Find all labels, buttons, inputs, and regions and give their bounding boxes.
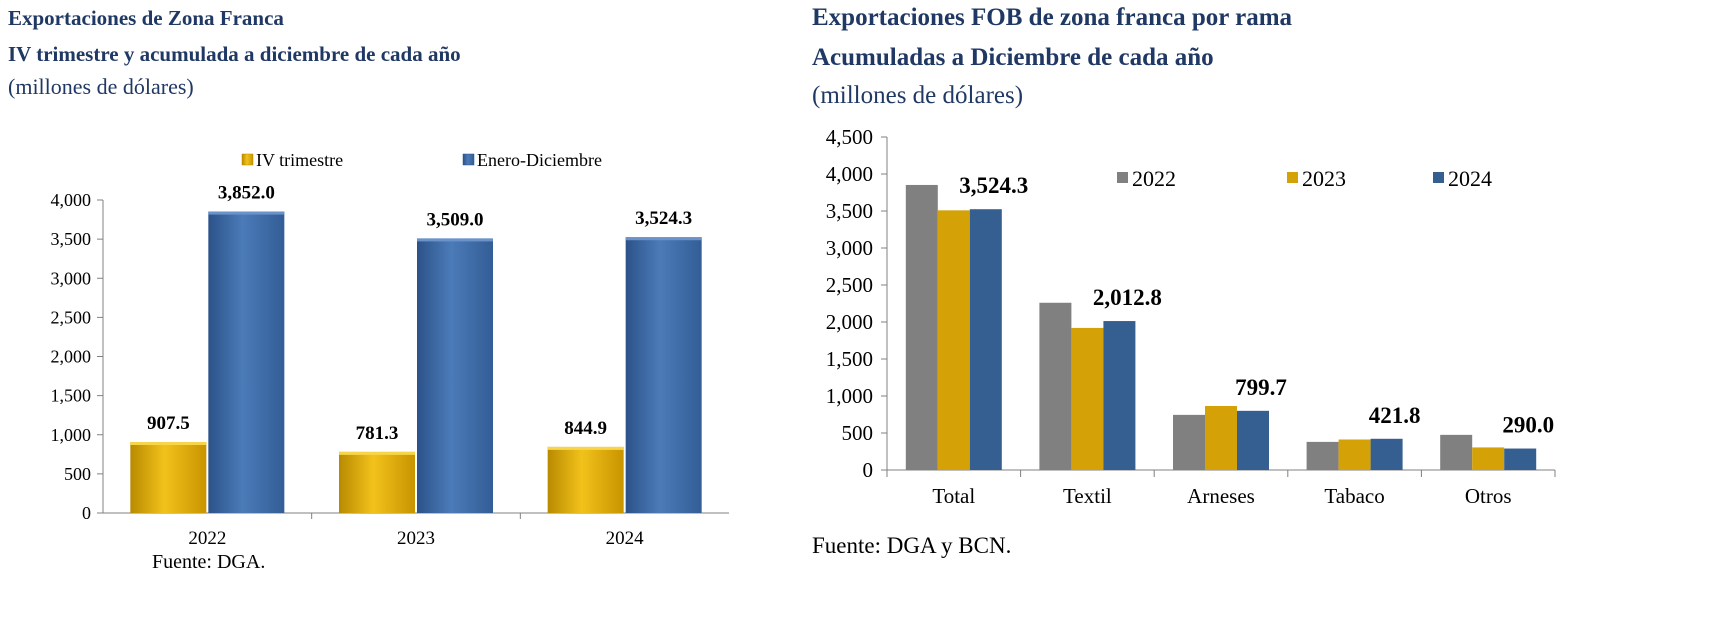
left-bar-top bbox=[547, 446, 624, 450]
right-annotation: 3,524.3 bbox=[959, 173, 1028, 198]
left-legend-label: IV trimestre bbox=[256, 150, 343, 170]
right-chart-title: Exportaciones FOB de zona franca por ram… bbox=[812, 4, 1293, 31]
left-bar-top bbox=[130, 441, 207, 445]
right-chart-subtitle: Acumuladas a Diciembre de cada año bbox=[812, 44, 1214, 71]
left-chart-source: Fuente: DGA. bbox=[152, 551, 266, 573]
right-bar-2023-Tabaco bbox=[1338, 439, 1371, 470]
right-y-tick-label: 4,000 bbox=[826, 162, 873, 186]
right-chart-source: Fuente: DGA y BCN. bbox=[812, 533, 1012, 558]
right-legend-label: 2024 bbox=[1448, 166, 1492, 191]
left-x-tick-label: 2024 bbox=[606, 528, 645, 549]
left-bar-enero-diciembre-2023 bbox=[417, 238, 493, 513]
left-y-tick-label: 2,500 bbox=[51, 307, 92, 327]
right-bar-2024-Textil bbox=[1103, 321, 1136, 470]
left-bar-iv-trimestre-2022 bbox=[130, 441, 207, 513]
right-bar-2022-Tabaco bbox=[1306, 441, 1339, 470]
left-chart-subtitle: IV trimestre y acumulada a diciembre de … bbox=[8, 42, 461, 66]
right-bar-2023-Arneses bbox=[1205, 405, 1237, 470]
right-bar-2022-Textil bbox=[1039, 302, 1072, 470]
right-bar-2023-Otros bbox=[1472, 447, 1505, 470]
right-chart: 0 500 1,000 1,500 2,000 2,500 3,000 3,500 4,000 4… bbox=[826, 125, 1556, 508]
left-data-label: 844.9 bbox=[564, 418, 607, 439]
right-bar-2023-Total bbox=[937, 210, 970, 471]
left-bar-top bbox=[417, 238, 493, 242]
right-bar-2024-Otros bbox=[1504, 448, 1537, 470]
right-x-tick-label: Otros bbox=[1465, 484, 1512, 508]
right-legend-swatch bbox=[1433, 172, 1444, 183]
right-legend-label: 2023 bbox=[1302, 166, 1346, 191]
left-chart-title: Exportaciones de Zona Franca bbox=[8, 6, 284, 30]
left-y-tick-label: 1,500 bbox=[51, 386, 92, 406]
right-y-tick-label: 2,500 bbox=[826, 273, 873, 297]
right-legend-swatch bbox=[1287, 172, 1298, 183]
left-y-tick-label: 1,000 bbox=[51, 425, 92, 445]
right-bar-2024-Total bbox=[969, 209, 1002, 471]
right-bar-2023-Textil bbox=[1071, 327, 1104, 470]
right-y-tick-label: 3,000 bbox=[826, 236, 873, 260]
right-bar-2022-Total bbox=[905, 184, 938, 470]
right-y-tick-label: 3,500 bbox=[826, 199, 873, 223]
right-x-tick-label: Arneses bbox=[1187, 484, 1255, 508]
left-y-tick-label: 3,000 bbox=[51, 268, 92, 288]
left-chart: 0 500 1,000 1,500 2,000 2,500 3,000 3,500 4,000 2… bbox=[51, 150, 729, 549]
right-x-tick-label: Tabaco bbox=[1324, 484, 1384, 508]
right-y-tick-label: 0 bbox=[863, 458, 874, 482]
right-chart-units: (millones de dólares) bbox=[812, 82, 1024, 109]
left-bar-top bbox=[339, 451, 415, 455]
right-x-tick-label: Total bbox=[932, 484, 975, 508]
right-y-tick-label: 500 bbox=[842, 421, 874, 445]
right-annotation: 290.0 bbox=[1502, 413, 1554, 438]
left-bar-iv-trimestre-2023 bbox=[339, 451, 415, 513]
left-data-label: 3,852.0 bbox=[218, 183, 275, 204]
left-y-tick-label: 0 bbox=[82, 503, 91, 523]
left-y-tick-label: 3,500 bbox=[51, 229, 92, 249]
left-legend-swatch bbox=[241, 153, 254, 166]
right-annotation: 799.7 bbox=[1235, 375, 1287, 400]
left-x-tick-label: 2022 bbox=[188, 528, 226, 549]
left-y-tick-label: 500 bbox=[64, 464, 91, 484]
right-x-tick-label: Textil bbox=[1063, 484, 1112, 508]
left-y-tick-label: 2,000 bbox=[51, 347, 92, 367]
left-legend-swatch bbox=[462, 153, 475, 166]
left-bar-enero-diciembre-2022 bbox=[208, 211, 285, 513]
left-bar-top bbox=[625, 237, 702, 241]
left-data-label: 3,524.3 bbox=[635, 208, 692, 229]
right-annotation: 2,012.8 bbox=[1093, 285, 1162, 310]
right-annotation: 421.8 bbox=[1369, 403, 1421, 428]
right-legend-swatch bbox=[1117, 172, 1128, 183]
left-bar-top bbox=[208, 211, 285, 215]
right-bar-2024-Arneses bbox=[1237, 410, 1269, 470]
left-data-label: 3,509.0 bbox=[427, 209, 484, 230]
left-x-tick-label: 2023 bbox=[397, 528, 435, 549]
left-chart-units: (millones de dólares) bbox=[8, 74, 194, 99]
right-bar-2022-Arneses bbox=[1173, 414, 1205, 470]
right-bar-2024-Tabaco bbox=[1370, 438, 1403, 470]
left-bar-iv-trimestre-2024 bbox=[547, 446, 624, 513]
left-data-label: 781.3 bbox=[356, 423, 399, 444]
left-bar-enero-diciembre-2024 bbox=[625, 237, 702, 514]
left-data-label: 907.5 bbox=[147, 413, 190, 434]
left-legend-label: Enero-Diciembre bbox=[477, 150, 602, 170]
right-legend-label: 2022 bbox=[1132, 166, 1176, 191]
right-y-tick-label: 1,500 bbox=[826, 347, 873, 371]
right-y-tick-label: 4,500 bbox=[826, 125, 873, 149]
right-y-tick-label: 2,000 bbox=[826, 310, 873, 334]
right-y-tick-label: 1,000 bbox=[826, 384, 873, 408]
left-y-tick-label: 4,000 bbox=[51, 190, 92, 210]
right-bar-2022-Otros bbox=[1440, 434, 1473, 470]
